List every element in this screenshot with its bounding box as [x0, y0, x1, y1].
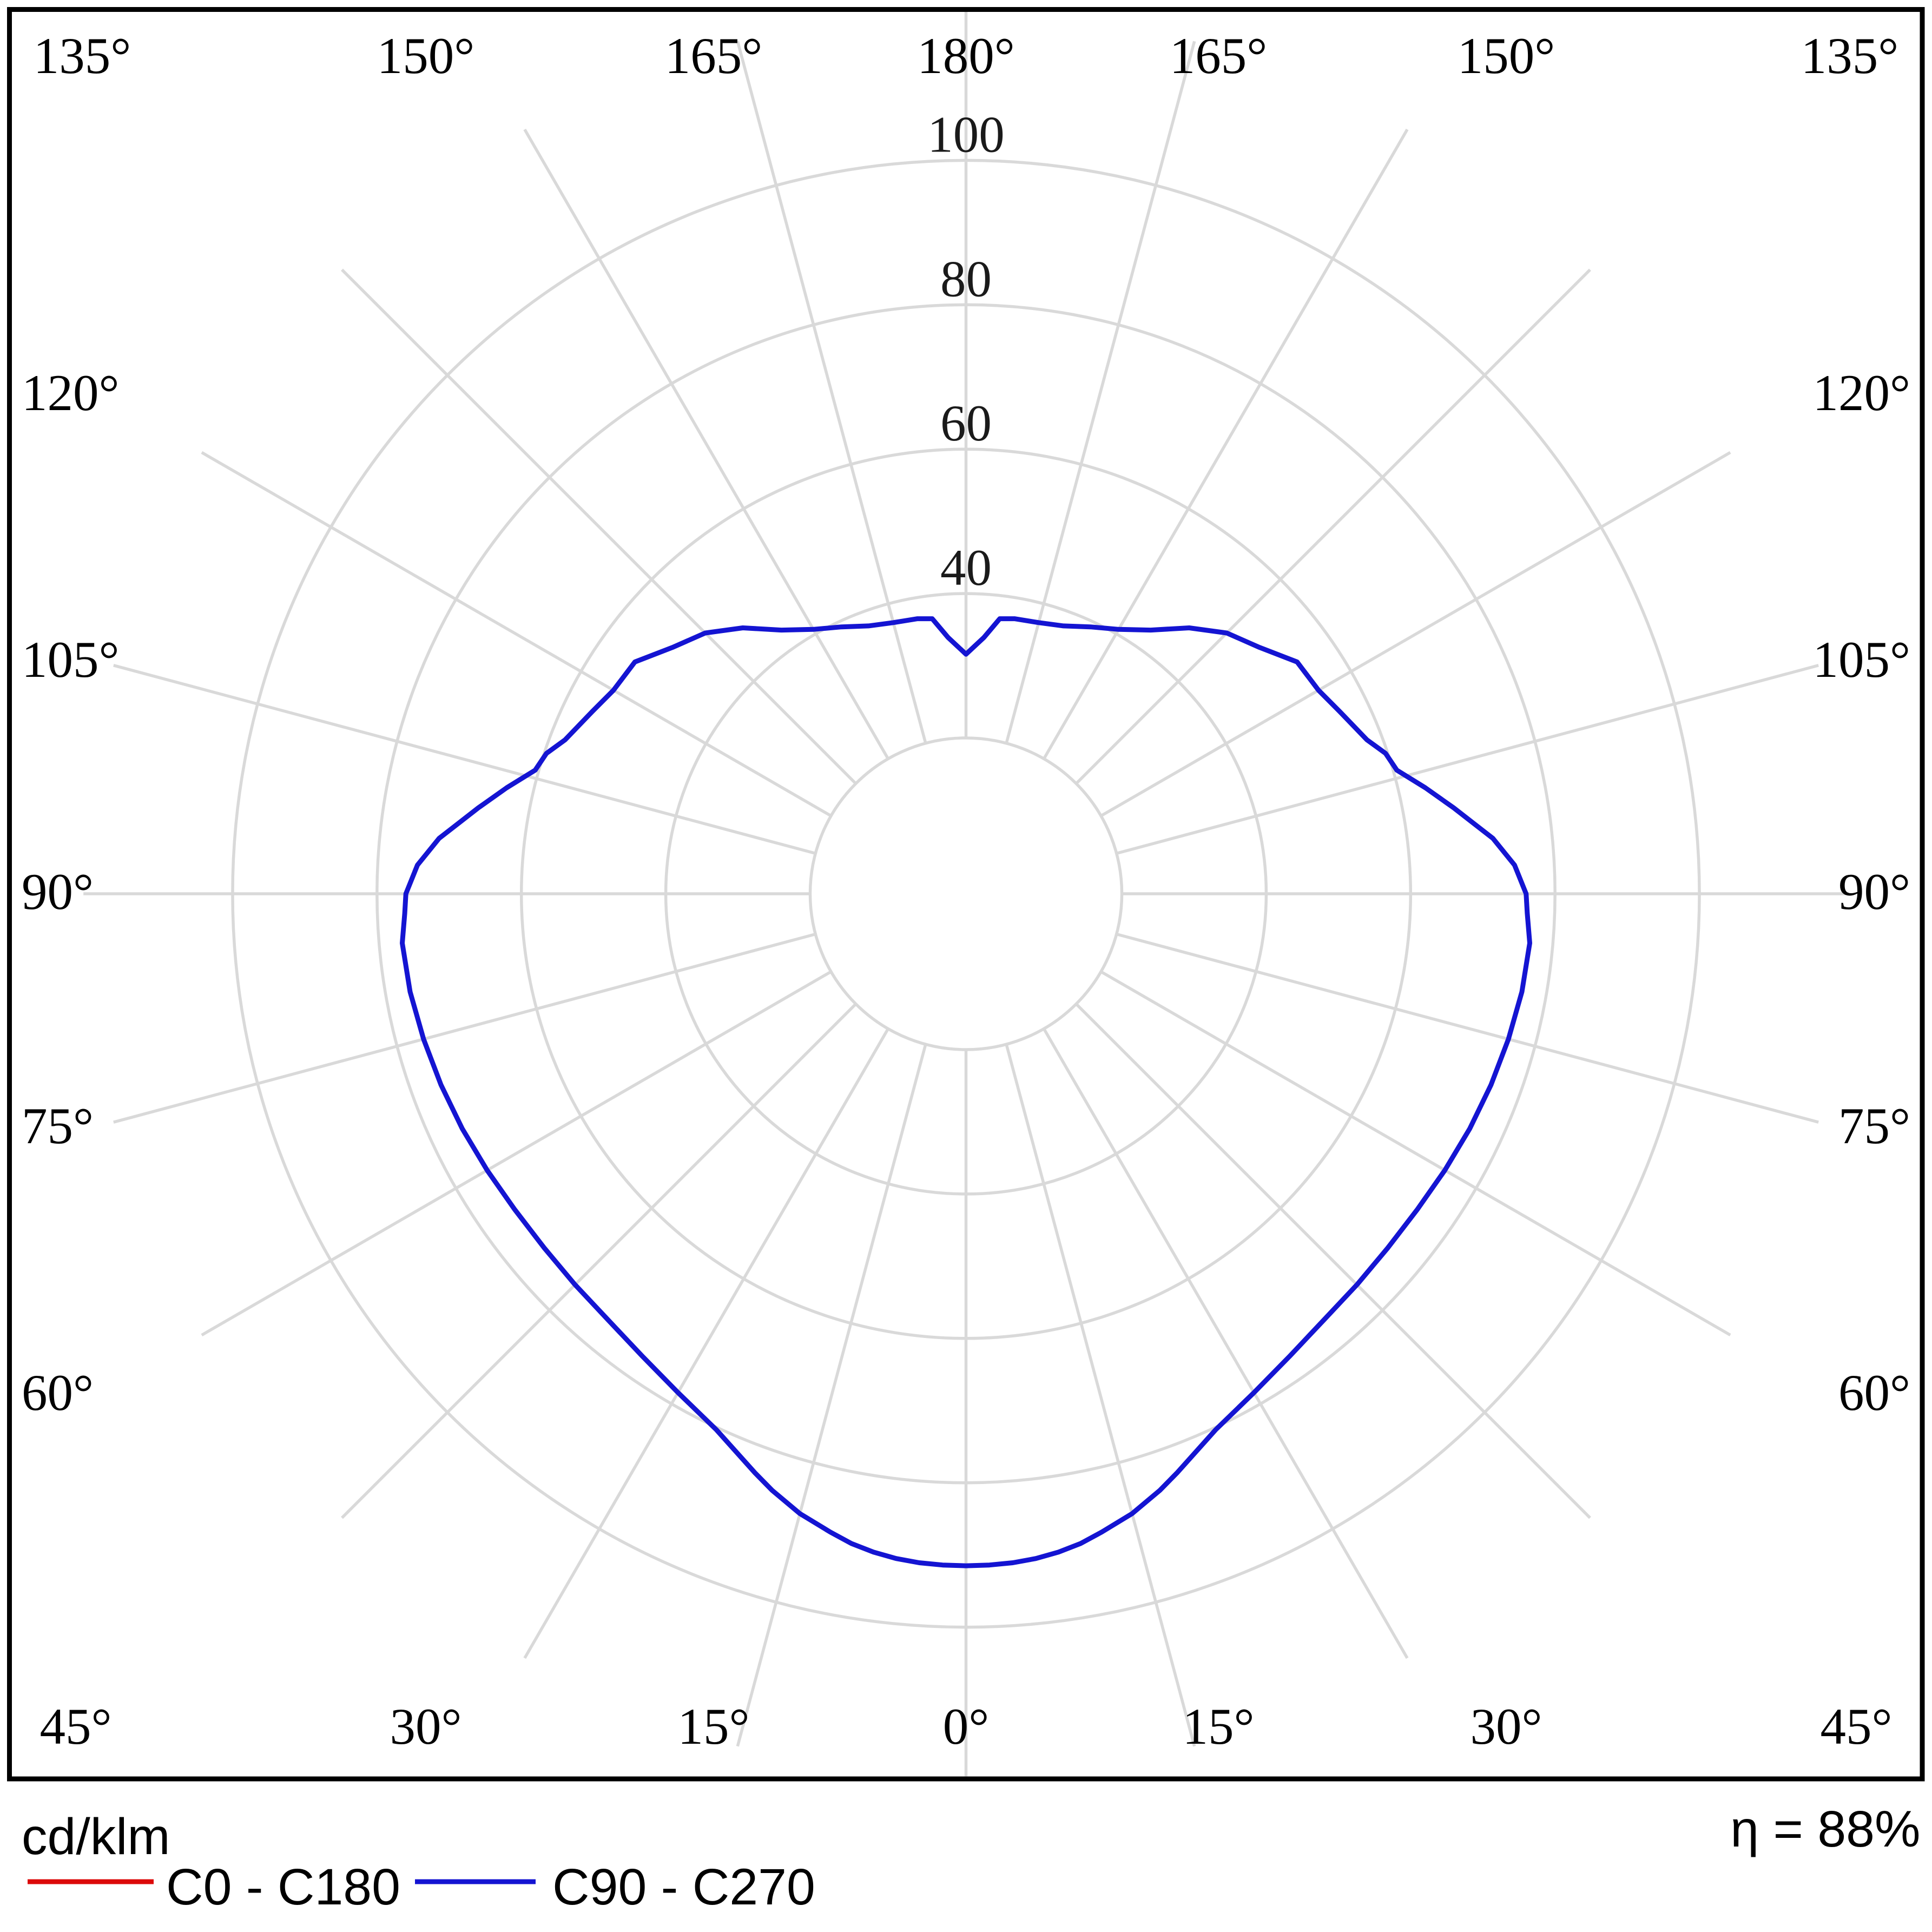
- svg-text:30°: 30°: [390, 1698, 462, 1755]
- svg-text:C90 - C270: C90 - C270: [552, 1858, 815, 1916]
- svg-text:15°: 15°: [678, 1698, 750, 1755]
- svg-text:0°: 0°: [943, 1698, 990, 1755]
- svg-text:120°: 120°: [1813, 364, 1911, 421]
- svg-text:45°: 45°: [40, 1698, 112, 1755]
- svg-text:75°: 75°: [22, 1097, 94, 1155]
- svg-text:45°: 45°: [1821, 1698, 1893, 1755]
- svg-text:40: 40: [940, 539, 992, 596]
- svg-text:90°: 90°: [1838, 863, 1910, 920]
- svg-text:60: 60: [940, 394, 992, 452]
- svg-text:60°: 60°: [22, 1364, 94, 1421]
- svg-text:180°: 180°: [917, 27, 1015, 84]
- svg-text:165°: 165°: [1170, 27, 1268, 84]
- svg-text:30°: 30°: [1471, 1698, 1542, 1755]
- svg-text:cd/klm: cd/klm: [22, 1808, 170, 1865]
- svg-text:C0 - C180: C0 - C180: [166, 1858, 400, 1916]
- svg-text:η = 88%: η = 88%: [1730, 1801, 1920, 1858]
- svg-text:60°: 60°: [1838, 1364, 1910, 1421]
- svg-text:120°: 120°: [22, 364, 120, 421]
- svg-text:150°: 150°: [1458, 27, 1555, 84]
- svg-text:135°: 135°: [1801, 27, 1899, 84]
- svg-text:80: 80: [940, 250, 992, 307]
- svg-text:90°: 90°: [22, 863, 94, 920]
- svg-text:100: 100: [927, 105, 1005, 163]
- svg-text:135°: 135°: [34, 27, 131, 84]
- svg-text:105°: 105°: [1813, 631, 1911, 688]
- svg-text:150°: 150°: [377, 27, 475, 84]
- svg-text:165°: 165°: [665, 27, 763, 84]
- svg-text:75°: 75°: [1838, 1097, 1910, 1155]
- svg-text:105°: 105°: [22, 631, 120, 688]
- svg-text:15°: 15°: [1183, 1698, 1255, 1755]
